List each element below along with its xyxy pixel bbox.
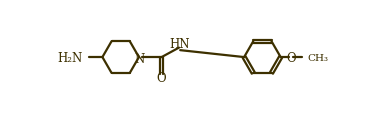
Text: O: O (286, 51, 296, 64)
Text: CH₃: CH₃ (308, 53, 329, 62)
Text: HN: HN (169, 37, 190, 50)
Text: O: O (157, 71, 166, 84)
Text: H₂N: H₂N (57, 51, 82, 64)
Text: N: N (134, 53, 144, 66)
